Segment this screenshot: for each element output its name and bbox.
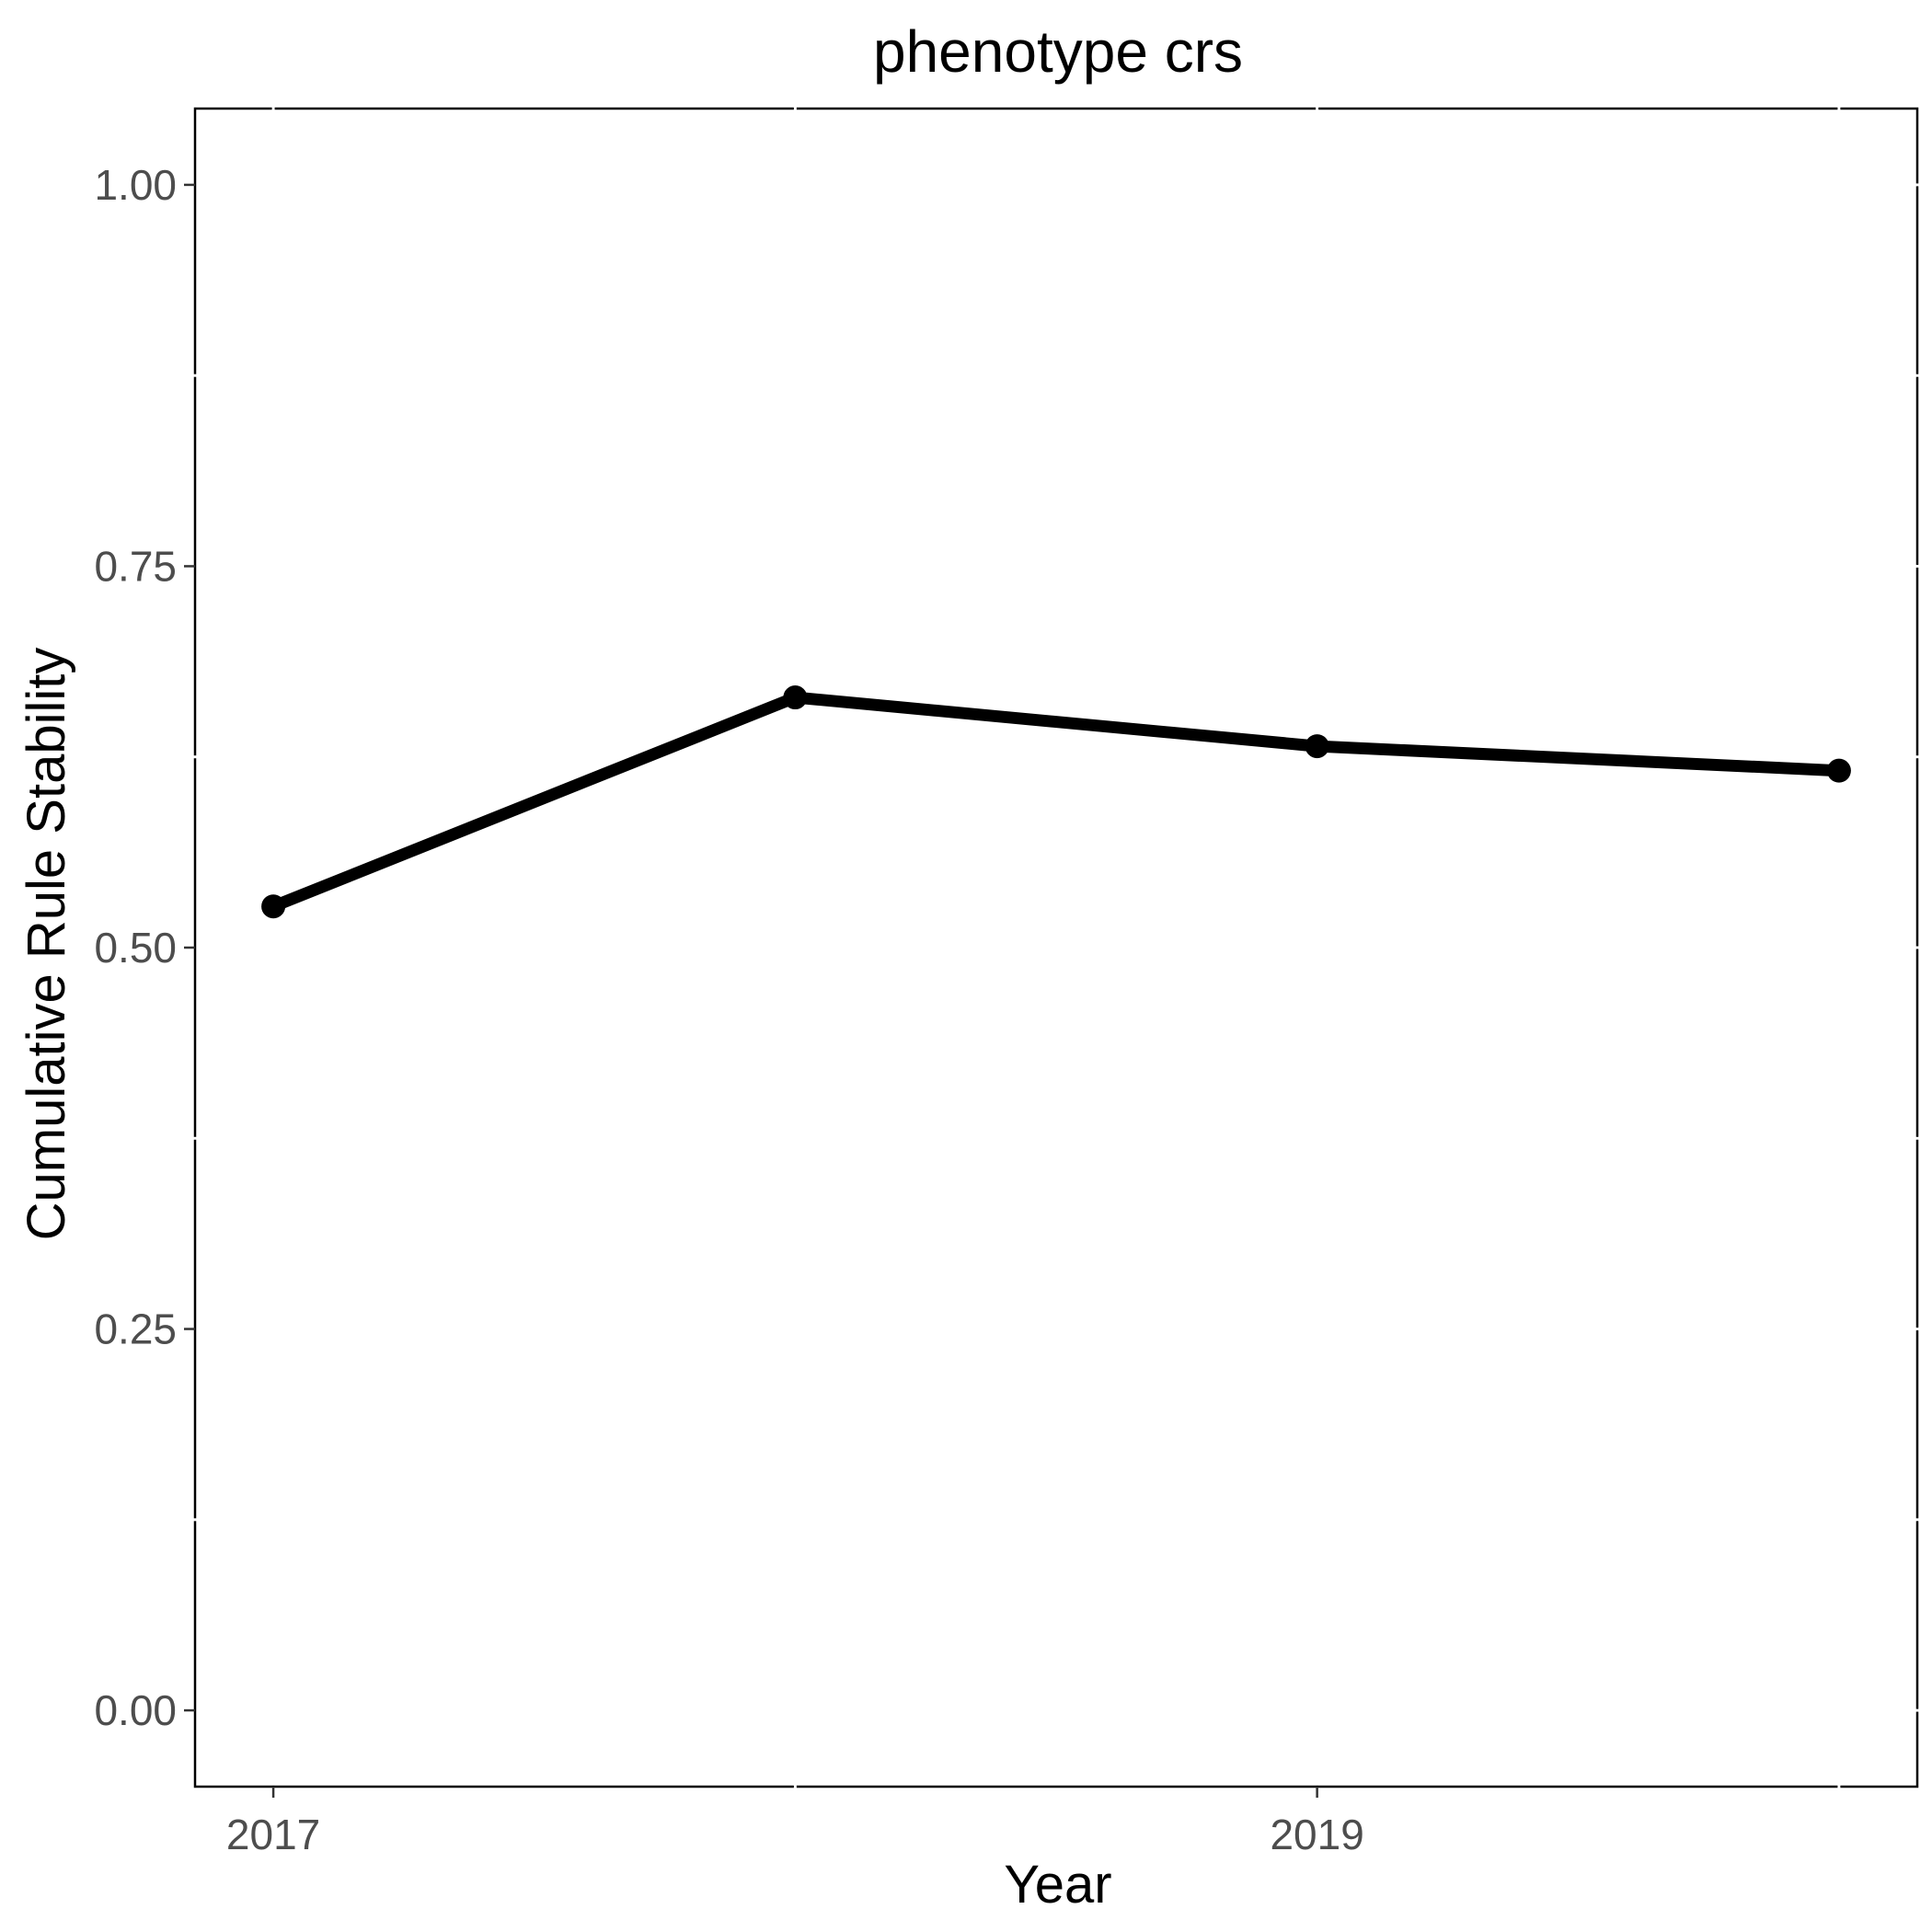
- y-axis-title: Cumulative Rule Stability: [17, 648, 76, 1241]
- x-axis-title: Year: [1004, 1855, 1111, 1915]
- data-point: [1826, 758, 1851, 783]
- data-point: [783, 685, 808, 710]
- x-axis: 2017 2019: [226, 1785, 1841, 1858]
- data-point: [261, 894, 286, 919]
- chart-title: phenotype crs: [873, 18, 1243, 85]
- plot-panel: 0.00 0.25 0.50 0.75 1.00 2017 2019: [94, 107, 1919, 1858]
- y-tick-label: 0.50: [94, 924, 177, 972]
- x-tick-label: 2017: [226, 1811, 320, 1858]
- series-layer: [261, 685, 1851, 919]
- y-tick-label: 0.25: [94, 1305, 177, 1353]
- y-axis: 0.00 0.25 0.50 0.75 1.00: [94, 161, 197, 1734]
- series-line: [267, 691, 1846, 913]
- y-tick-label: 0.00: [94, 1686, 177, 1734]
- data-point: [1305, 734, 1329, 759]
- x-tick-label: 2019: [1270, 1811, 1363, 1858]
- y-tick-label: 1.00: [94, 161, 177, 209]
- y-tick-label: 0.75: [94, 542, 177, 590]
